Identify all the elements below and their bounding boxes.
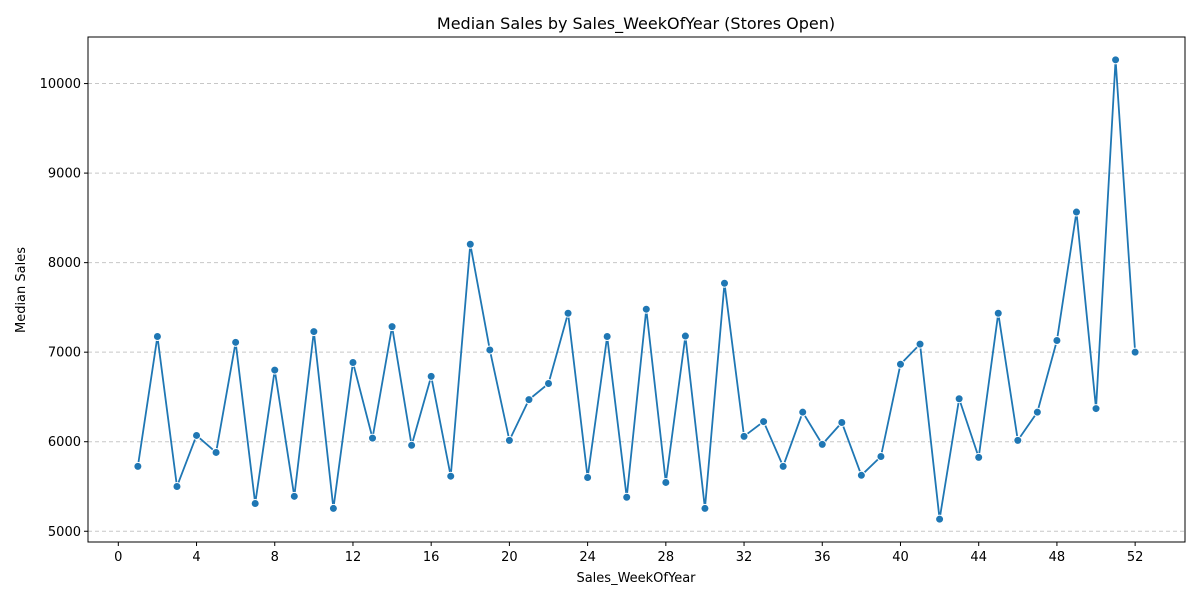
y-gridlines <box>88 83 1185 532</box>
data-point <box>837 417 847 427</box>
y-axis-label: Median Sales <box>14 247 29 333</box>
data-point <box>407 440 417 450</box>
y-tick-label: 10000 <box>40 77 81 92</box>
x-tick-label: 40 <box>892 550 909 565</box>
x-tick-label: 44 <box>970 550 987 565</box>
x-tick-label: 20 <box>501 550 518 565</box>
y-tick-label: 6000 <box>48 435 81 450</box>
data-point <box>328 503 338 513</box>
data-point <box>583 473 593 483</box>
data-point <box>915 339 925 349</box>
series-median-sales <box>133 55 1140 524</box>
data-point <box>1032 407 1042 417</box>
y-tick-label: 7000 <box>48 346 81 361</box>
data-point <box>1130 347 1140 357</box>
data-point <box>446 471 456 481</box>
data-point <box>993 308 1003 318</box>
data-point <box>309 327 319 337</box>
data-point <box>211 447 221 457</box>
data-point <box>1071 207 1081 217</box>
data-point <box>231 337 241 347</box>
data-point <box>504 435 514 445</box>
data-point <box>798 407 808 417</box>
data-point <box>172 481 182 491</box>
series-line <box>136 58 1137 521</box>
data-point <box>348 357 358 367</box>
x-tick-label: 0 <box>114 550 122 565</box>
x-tick-label: 48 <box>1049 550 1066 565</box>
data-point <box>387 322 397 332</box>
x-tick-label: 28 <box>658 550 675 565</box>
data-point <box>719 278 729 288</box>
data-point <box>485 345 495 355</box>
data-point <box>1013 435 1023 445</box>
x-tick-label: 4 <box>192 550 200 565</box>
data-point <box>759 417 769 427</box>
x-tick-label: 24 <box>579 550 596 565</box>
plot-area-frame <box>87 36 1186 543</box>
y-tick-label: 8000 <box>48 256 81 271</box>
data-point <box>954 394 964 404</box>
data-point <box>152 332 162 342</box>
data-point <box>739 431 749 441</box>
x-tick-label: 52 <box>1127 550 1144 565</box>
data-point <box>778 461 788 471</box>
data-point <box>289 491 299 501</box>
data-point <box>641 304 651 314</box>
data-point <box>563 308 573 318</box>
data-point <box>192 430 202 440</box>
data-point <box>133 461 143 471</box>
x-tick-label: 12 <box>345 550 362 565</box>
data-point <box>680 331 690 341</box>
y-tick-label: 9000 <box>48 167 81 182</box>
x-tick-label: 8 <box>271 550 279 565</box>
axes-frame <box>87 36 1186 543</box>
data-point <box>270 365 280 375</box>
data-point <box>1052 336 1062 346</box>
x-tick-label: 16 <box>423 550 440 565</box>
data-point <box>622 492 632 502</box>
y-tick-label: 5000 <box>48 525 81 540</box>
data-point <box>250 498 260 508</box>
chart-title: Median Sales by Sales_WeekOfYear (Stores… <box>437 14 835 34</box>
x-axis-ticks: 0 4 8 12 16 20 24 28 32 36 40 44 48 52 <box>114 542 1143 565</box>
data-point <box>876 451 886 461</box>
data-point <box>700 503 710 513</box>
data-point <box>602 332 612 342</box>
data-point <box>661 477 671 487</box>
data-point <box>817 439 827 449</box>
x-tick-label: 32 <box>736 550 753 565</box>
data-point <box>544 379 554 389</box>
data-point <box>895 359 905 369</box>
data-point <box>935 514 945 524</box>
data-point <box>368 433 378 443</box>
data-point <box>1111 55 1121 65</box>
data-point <box>426 371 436 381</box>
data-point <box>974 452 984 462</box>
y-axis-ticks: 5000 6000 7000 8000 9000 10000 <box>40 77 88 540</box>
x-axis-label: Sales_WeekOfYear <box>576 571 696 586</box>
x-tick-label: 36 <box>814 550 831 565</box>
data-point <box>465 239 475 249</box>
data-point <box>1091 404 1101 414</box>
data-point <box>856 470 866 480</box>
data-point <box>524 395 534 405</box>
